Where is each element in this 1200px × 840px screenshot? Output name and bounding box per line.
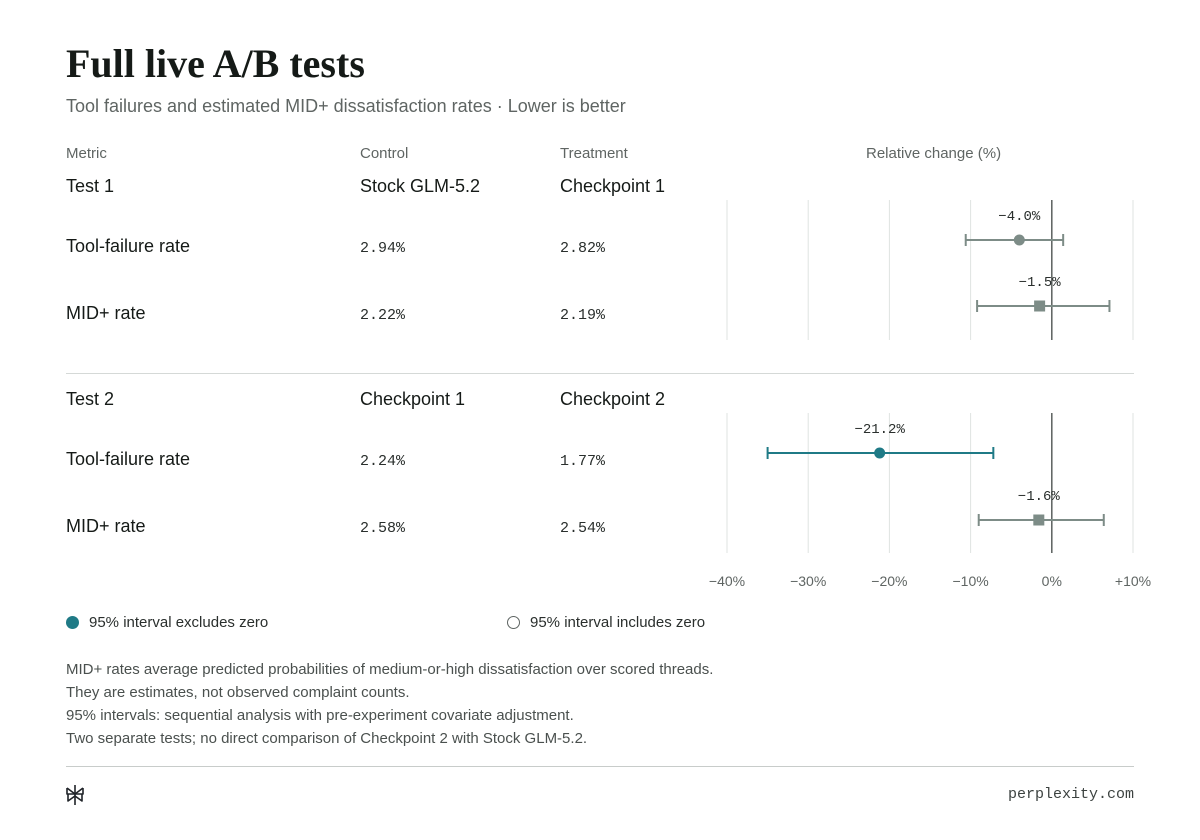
test-1-row-1-control-value: 2.94% <box>360 240 406 257</box>
page-subtitle: Tool failures and estimated MID+ dissati… <box>66 96 626 116</box>
legend-includes-zero-label: 95% interval includes zero <box>530 614 706 631</box>
legend-excludes-zero: 95% interval excludes zero <box>66 614 268 631</box>
note-line-1: MID+ rates average predicted probabiliti… <box>66 661 714 678</box>
test-2-control-name: Checkpoint 1 <box>360 389 466 409</box>
test-1-row-1-metric: Tool-failure rate <box>66 236 191 256</box>
test-1-row-2-metric: MID+ rate <box>66 303 146 323</box>
x-tick-label: −10% <box>952 573 988 589</box>
test-1-treatment-name: Checkpoint 1 <box>560 176 666 196</box>
x-tick-label: +10% <box>1115 573 1151 589</box>
test-2-treatment-name: Checkpoint 2 <box>560 389 666 409</box>
data-label: −1.6% <box>1018 489 1061 505</box>
test-2-row-1-treatment-value: 1.77% <box>560 453 606 470</box>
test-2-row-1-metric: Tool-failure rate <box>66 449 191 469</box>
column-header-metric: Metric <box>66 145 107 162</box>
x-tick-label: −30% <box>790 573 826 589</box>
test-2-row-1-control-value: 2.24% <box>360 453 406 470</box>
legend-excludes-zero-label: 95% interval excludes zero <box>89 614 269 631</box>
note-line-2: They are estimates, not observed complai… <box>66 684 410 701</box>
x-tick-label: −40% <box>709 573 745 589</box>
point-estimate-circle <box>874 447 886 459</box>
test-2-row-2-control-value: 2.58% <box>360 520 406 537</box>
note-line-3: 95% intervals: sequential analysis with … <box>66 707 574 724</box>
column-header-control: Control <box>360 145 409 162</box>
test-2-row-2-treatment-value: 2.54% <box>560 520 606 537</box>
test-divider <box>66 373 1134 374</box>
perplexity-logo-icon <box>66 785 84 805</box>
hollow-circle-icon <box>507 616 520 629</box>
data-label: −1.5% <box>1019 275 1062 291</box>
filled-circle-icon <box>66 616 79 629</box>
point-estimate-square <box>1034 300 1046 312</box>
footer-divider <box>66 766 1134 767</box>
test-1-control-name: Stock GLM-5.2 <box>360 176 481 196</box>
column-header-relative-change: Relative change (%) <box>866 145 1002 162</box>
test-1-row-2-treatment-value: 2.19% <box>560 307 606 324</box>
test-2-row-2-metric: MID+ rate <box>66 516 146 536</box>
note-line-4: Two separate tests; no direct comparison… <box>66 730 588 747</box>
page-title: Full live A/B tests <box>66 41 365 86</box>
test-1-row-1-treatment-value: 2.82% <box>560 240 606 257</box>
point-estimate-square <box>1033 514 1045 526</box>
test-1-name: Test 1 <box>66 176 115 196</box>
x-tick-label: 0% <box>1042 573 1062 589</box>
test-2-name: Test 2 <box>66 389 115 409</box>
column-header-treatment: Treatment <box>560 145 628 162</box>
test-1-row-2-control-value: 2.22% <box>360 307 406 324</box>
data-label: −21.2% <box>854 422 905 438</box>
legend-includes-zero: 95% interval includes zero <box>507 614 705 631</box>
data-label: −4.0% <box>998 209 1041 225</box>
point-estimate-circle <box>1013 234 1025 246</box>
x-tick-label: −20% <box>871 573 907 589</box>
site-link[interactable]: perplexity.com <box>1007 786 1134 803</box>
